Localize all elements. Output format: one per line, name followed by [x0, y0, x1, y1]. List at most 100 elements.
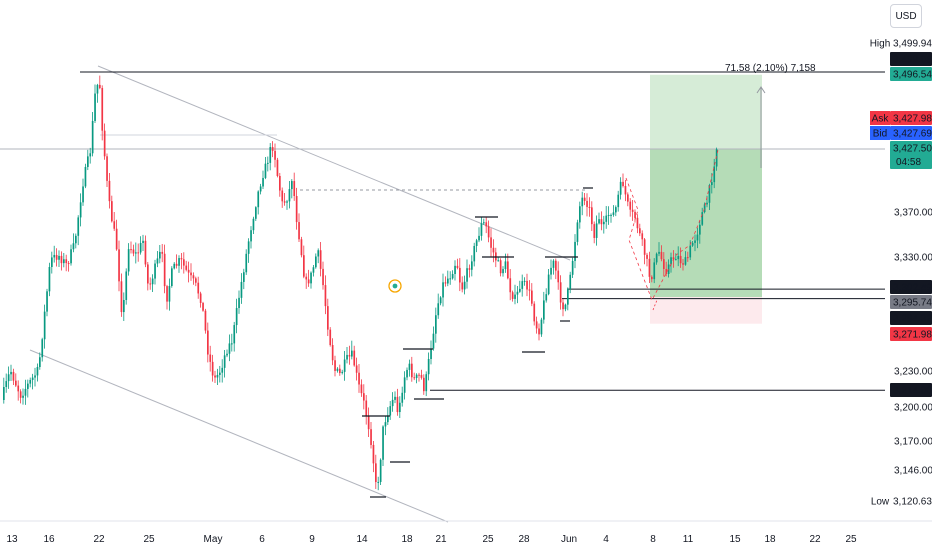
price-marker-stop[interactable]: 3,271.98	[890, 327, 932, 341]
y-tick-label: 3,370.00	[894, 208, 932, 219]
currency-selector[interactable]: USD	[890, 4, 922, 28]
candle	[696, 227, 699, 249]
candle	[660, 245, 663, 262]
candle	[163, 244, 166, 294]
candle	[247, 238, 250, 263]
x-tick-label: May	[204, 534, 223, 545]
candle	[591, 201, 593, 231]
candle	[703, 202, 706, 214]
candle	[305, 273, 308, 289]
candle	[168, 278, 171, 311]
candle	[533, 301, 536, 326]
currency-label: USD	[895, 10, 917, 22]
candle	[29, 377, 32, 388]
candle	[103, 123, 106, 160]
candle	[471, 255, 473, 277]
price-marker-low[interactable]: Low 3,120.63	[870, 494, 932, 508]
price-marker-level-3499[interactable]: 3,499.08	[890, 52, 932, 66]
candle	[418, 372, 420, 382]
projection-path[interactable]	[625, 149, 719, 301]
sun-icon[interactable]	[388, 279, 402, 293]
candle	[264, 157, 267, 180]
x-tick-label: 6	[259, 534, 265, 545]
channel-upper-line[interactable]	[97, 65, 571, 261]
candle	[403, 371, 406, 400]
candle	[185, 260, 188, 272]
candle	[7, 366, 10, 389]
candle	[82, 178, 84, 206]
price-marker-value: 3,214.00	[893, 386, 932, 397]
candle	[502, 266, 504, 277]
price-marker-target[interactable]: 3,496.54	[890, 67, 932, 81]
candle	[228, 334, 231, 362]
candle	[463, 275, 466, 295]
price-marker-bid[interactable]: Bid 3,427.69	[870, 126, 932, 140]
candle	[334, 355, 336, 377]
price-marker-value: 3,427.69	[893, 129, 932, 140]
candle	[449, 271, 452, 285]
candle	[214, 370, 216, 383]
candle	[324, 275, 327, 315]
price-marker-level-3302[interactable]: 3,302.49	[890, 280, 932, 294]
candle	[543, 291, 545, 324]
candle	[713, 158, 716, 189]
candle	[240, 273, 243, 304]
price-marker-last[interactable]: 3,427.50 04:58	[890, 141, 932, 169]
candle	[677, 246, 680, 267]
candle	[147, 261, 149, 291]
candle	[586, 193, 588, 217]
price-scale-bg[interactable]	[885, 0, 932, 520]
candle	[348, 345, 351, 365]
candle	[36, 363, 39, 382]
loss-zone[interactable]	[650, 297, 762, 324]
candle	[65, 254, 68, 272]
candle	[286, 199, 288, 210]
candle	[31, 373, 34, 390]
candle	[166, 284, 168, 310]
candle	[411, 356, 413, 382]
candle	[96, 83, 99, 103]
candle	[550, 259, 552, 280]
candle	[415, 373, 418, 384]
price-marker-entry[interactable]: 3,295.74	[890, 295, 932, 309]
x-tick-label: 11	[683, 534, 694, 545]
candle	[312, 264, 315, 277]
candle	[195, 276, 197, 287]
channel-lower-line[interactable]	[29, 349, 449, 523]
candle	[384, 415, 387, 436]
candle	[535, 316, 538, 334]
price-marker-level-3214[interactable]: 3,214.00	[890, 383, 932, 397]
candle	[307, 269, 310, 287]
candle	[430, 340, 432, 365]
candle	[442, 273, 444, 307]
x-tick-label: 22	[809, 534, 821, 545]
price-marker-level-3294[interactable]: 3,294.32	[890, 311, 932, 325]
candle	[670, 252, 672, 273]
candle	[571, 257, 574, 279]
candle	[310, 271, 312, 289]
candle	[473, 242, 476, 267]
candle	[60, 251, 63, 271]
price-marker-ask[interactable]: Ask 3,427.98	[870, 111, 932, 125]
price-marker-value: 3,271.98	[893, 330, 932, 341]
candle	[372, 441, 375, 473]
candle	[339, 364, 341, 376]
candle	[151, 274, 154, 292]
candle	[665, 261, 668, 277]
candle	[490, 228, 492, 258]
candle	[94, 84, 96, 124]
candle	[10, 364, 12, 382]
candle	[646, 252, 648, 267]
candle	[19, 389, 22, 404]
candle	[715, 147, 718, 171]
candle	[245, 249, 248, 275]
candle	[175, 254, 178, 269]
price-marker-tag: Bid	[873, 129, 887, 140]
candle	[583, 192, 586, 206]
candle	[461, 276, 464, 293]
candle	[171, 266, 173, 288]
price-marker-high[interactable]: High 3,499.94	[870, 36, 932, 50]
candle	[221, 359, 224, 383]
